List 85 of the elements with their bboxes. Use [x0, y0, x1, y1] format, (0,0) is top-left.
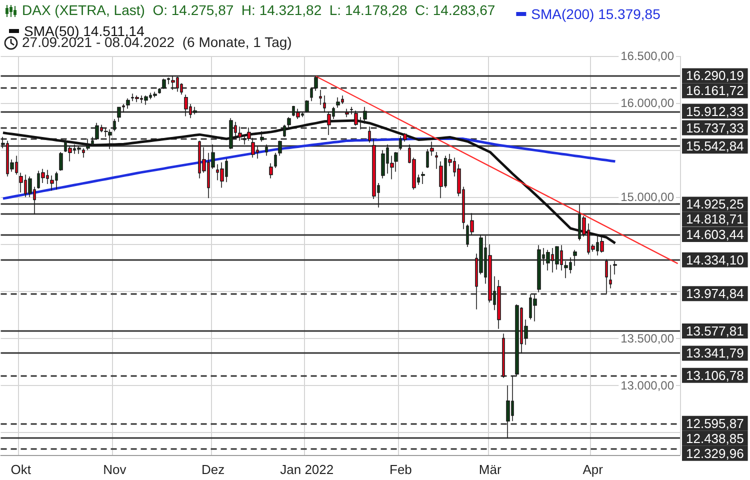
candlestick	[310, 88, 313, 102]
x-tick-label: Mär	[478, 462, 502, 477]
candlestick	[19, 172, 23, 193]
candlestick	[515, 304, 519, 376]
ref-line-label: 12.329,96	[686, 446, 744, 461]
x-tick-label: Nov	[103, 462, 127, 477]
candlestick	[564, 260, 568, 278]
ref-line-label: 14.818,71	[686, 212, 744, 227]
candlestick	[82, 148, 85, 158]
ref-line-label: 13.577,81	[686, 323, 744, 338]
candlestick	[122, 104, 125, 113]
y-tick-label: 13.000,00	[620, 378, 674, 392]
candlestick	[265, 144, 268, 156]
candlestick	[421, 171, 425, 184]
candlestick	[537, 244, 541, 293]
ref-line-label: 14.603,44	[686, 226, 744, 242]
candlestick	[296, 108, 300, 120]
candlestick	[274, 152, 277, 168]
ref-line-label: 13.341,79	[686, 346, 744, 361]
ref-line-label: 14.925,25	[686, 196, 744, 212]
candlestick	[95, 122, 99, 140]
candlestick	[193, 106, 197, 115]
ref-line-label: 14.334,10	[686, 252, 744, 268]
candlestick	[59, 152, 63, 172]
x-tick-label: Okt	[10, 462, 32, 477]
candlestick	[158, 88, 161, 94]
ref-line-label: 15.737,33	[686, 120, 744, 136]
candlestick	[319, 89, 322, 106]
candlestick	[91, 136, 94, 147]
ref-line-label: 15.542,84	[686, 138, 744, 154]
ref-line-label: 13.106,78	[686, 368, 744, 383]
candlestick	[533, 294, 537, 322]
candlestick	[502, 333, 505, 378]
candlestick	[323, 95, 326, 113]
candlestick	[497, 280, 501, 330]
candlestick	[314, 76, 318, 92]
candlestick	[435, 152, 438, 170]
x-tick-label: Feb	[390, 462, 412, 477]
candlestick	[555, 246, 559, 270]
candlestick	[546, 249, 550, 271]
y-tick-label: 16.500,00	[620, 49, 674, 63]
candlestick	[350, 106, 353, 115]
y-tick-label: 15.000,00	[620, 190, 674, 204]
ref-line-label: 12.595,87	[686, 416, 744, 431]
ref-line-label: 12.438,85	[686, 430, 744, 446]
x-tick-label: Apr	[582, 462, 604, 477]
candlestick	[126, 98, 130, 110]
candlestick	[220, 162, 224, 188]
candlestick	[368, 126, 371, 143]
candlestick	[86, 138, 90, 151]
legend-label: SMA(200) 15.379,85	[531, 6, 661, 22]
x-tick-label: Jan 2022	[280, 462, 334, 477]
candlestick	[171, 75, 175, 90]
candlestick	[278, 140, 282, 156]
candlestick	[269, 162, 273, 179]
y-tick-label: 16.000,00	[620, 96, 674, 110]
candlestick	[117, 106, 121, 122]
candlestick	[238, 126, 242, 142]
candlestick	[283, 124, 286, 138]
y-tick-label: 13.500,00	[620, 331, 674, 346]
candlestick	[260, 130, 264, 142]
ref-line-label: 15.912,33	[686, 104, 744, 119]
candlestick	[184, 94, 188, 117]
candlestick	[573, 249, 577, 266]
candlestick	[50, 175, 54, 191]
candlestick	[336, 97, 340, 108]
ref-line-label: 13.974,84	[686, 286, 744, 302]
candlestick	[113, 118, 116, 132]
candlestick	[426, 148, 429, 168]
candlestick	[605, 258, 608, 294]
candlestick	[108, 129, 112, 150]
candlestick	[345, 108, 349, 118]
candlestick	[305, 100, 309, 113]
chart-title: DAX (XETRA, Last) O: 14.275,87 H: 14.321,82 L: 14.178,28 C: 14.283,67	[22, 2, 496, 18]
candlestick	[609, 264, 612, 289]
candlestick	[135, 95, 139, 103]
candlestick	[153, 91, 157, 98]
candlestick	[77, 146, 81, 154]
candlestick	[430, 141, 434, 156]
candlestick	[162, 78, 166, 90]
ref-line-label: 16.161,72	[686, 83, 744, 98]
ref-line-label: 16.290,19	[686, 68, 744, 84]
x-tick-label: Dez	[201, 462, 225, 477]
candlestick	[144, 95, 148, 106]
candlestick	[613, 260, 617, 275]
